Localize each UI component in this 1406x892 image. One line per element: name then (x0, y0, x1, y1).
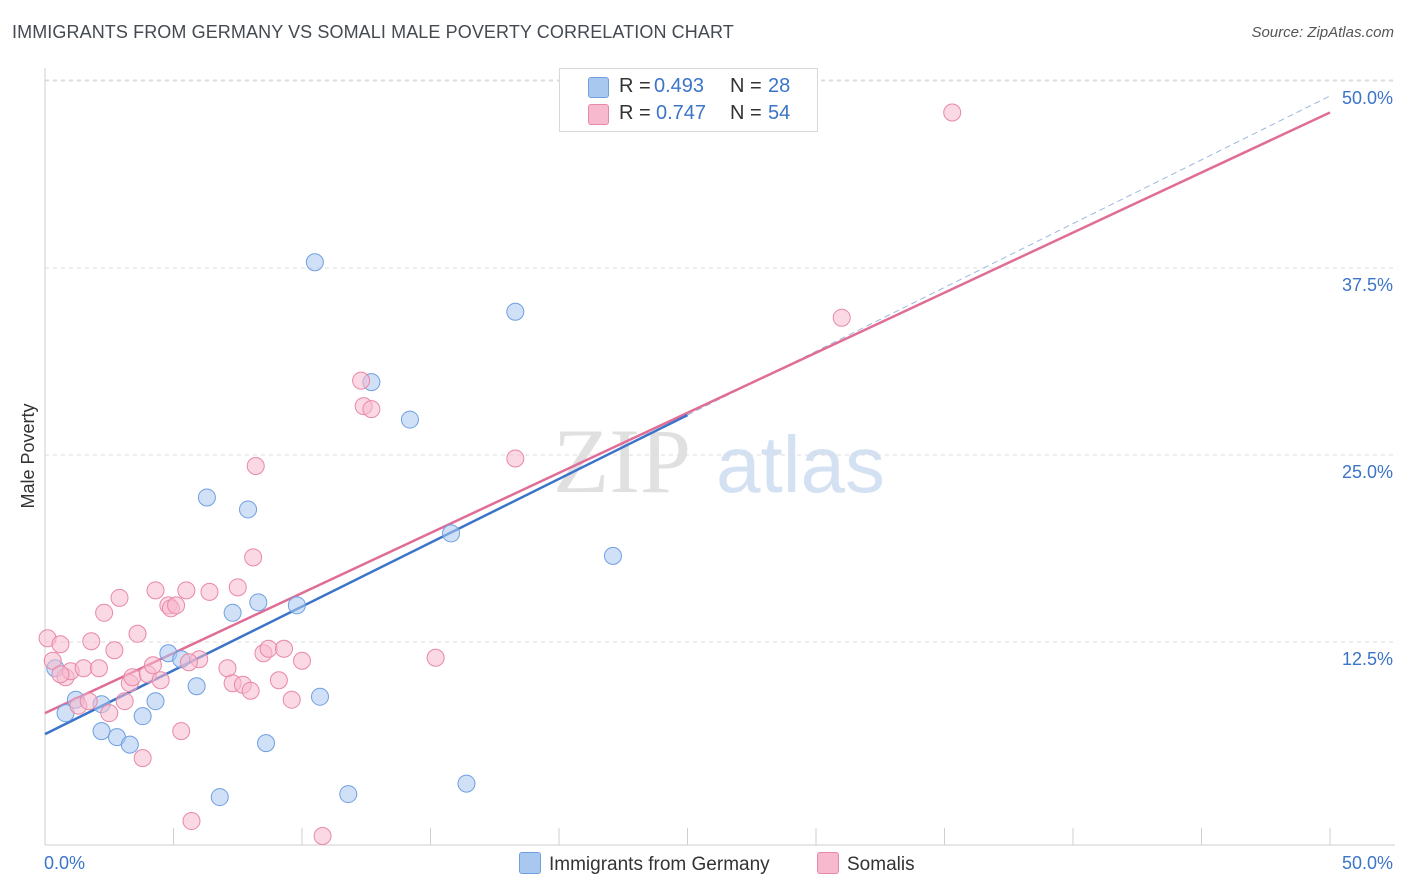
trend-line-somalis (44, 111, 1331, 715)
point-germany (400, 410, 419, 429)
legend-r-label: R = (619, 75, 651, 97)
watermark-zip: ZIP (553, 410, 691, 512)
point-germany (197, 488, 216, 507)
bottom-legend-somalis: Somalis (817, 852, 915, 876)
point-somalis (51, 635, 70, 654)
point-germany (92, 722, 111, 741)
point-germany (187, 677, 206, 696)
point-somalis (228, 578, 247, 597)
point-somalis (105, 641, 124, 660)
y-tick-label: 25.0% (1342, 462, 1393, 482)
point-somalis (177, 581, 196, 600)
point-somalis (269, 671, 288, 690)
point-somalis (151, 671, 170, 690)
point-germany (223, 603, 242, 622)
point-somalis (218, 659, 237, 678)
point-somalis (943, 103, 962, 122)
point-germany (257, 734, 276, 753)
x-tick-label-min: 0.0% (44, 853, 85, 873)
legend-n-label: N = (730, 102, 762, 124)
point-germany (603, 546, 622, 565)
point-germany (133, 707, 152, 726)
point-germany (210, 788, 229, 807)
bottom-legend-label-germany: Immigrants from Germany (549, 854, 770, 875)
point-somalis (133, 749, 152, 768)
point-germany (442, 524, 461, 543)
legend-swatch-somalis (588, 104, 609, 125)
point-somalis (182, 812, 201, 831)
point-somalis (241, 681, 260, 700)
point-germany (310, 687, 329, 706)
bottom-legend-label-somalis: Somalis (847, 854, 915, 875)
y-tick-label: 12.5% (1342, 649, 1393, 669)
point-somalis (275, 639, 294, 658)
y-axis-label: Male Poverty (18, 403, 38, 508)
point-somalis (246, 457, 265, 476)
point-somalis (282, 690, 301, 709)
point-germany (146, 692, 165, 711)
point-somalis (200, 582, 219, 601)
legend-n-value-somalis: 54 (768, 102, 791, 124)
chart-title: IMMIGRANTS FROM GERMANY VS SOMALI MALE P… (12, 22, 734, 42)
point-somalis (51, 665, 70, 684)
y-tick-label: 50.0% (1342, 88, 1393, 108)
point-somalis (89, 659, 108, 678)
point-somalis (293, 651, 311, 670)
legend-n-label: N = (730, 75, 762, 97)
point-somalis (244, 548, 263, 567)
legend-swatch-germany (588, 77, 609, 98)
point-somalis (259, 639, 278, 658)
legend-n-value-germany: 28 (768, 75, 791, 97)
point-germany (249, 593, 268, 612)
data-points (38, 103, 962, 846)
point-somalis (95, 603, 114, 622)
point-somalis (362, 400, 381, 419)
point-somalis (506, 449, 525, 468)
point-somalis (146, 581, 165, 600)
axes (44, 68, 1395, 846)
point-somalis (82, 632, 101, 651)
point-germany (120, 735, 139, 754)
point-germany (339, 785, 358, 804)
point-somalis (43, 651, 62, 670)
y-tick-label: 37.5% (1342, 275, 1393, 295)
watermark-atlas: atlas (716, 420, 885, 509)
point-somalis (128, 624, 147, 643)
point-somalis (143, 656, 162, 675)
point-germany (457, 774, 476, 793)
point-somalis (110, 588, 129, 607)
point-somalis (172, 722, 191, 741)
point-somalis (352, 371, 371, 390)
point-somalis (74, 659, 93, 678)
point-somalis (123, 668, 142, 687)
bottom-legend-swatch-somalis (817, 852, 839, 874)
point-germany (239, 500, 258, 519)
point-germany (305, 253, 324, 272)
correlation-legend: R = 0.493 N = 28 R = 0.747 N = 54 (559, 68, 818, 132)
point-germany (506, 302, 525, 321)
point-somalis (115, 692, 134, 711)
point-somalis (100, 704, 119, 723)
source-label: Source: ZipAtlas.com (1251, 24, 1394, 41)
bottom-legend-germany: Immigrants from Germany (519, 852, 770, 876)
legend-r-label: R = (619, 102, 651, 124)
bottom-legend-swatch-germany (519, 852, 541, 874)
trend-lines (44, 95, 1331, 736)
point-somalis (832, 308, 851, 327)
legend-r-value-germany: 0.493 (654, 75, 705, 97)
point-somalis (426, 648, 445, 667)
point-somalis (167, 596, 186, 615)
legend-r-value-somalis: 0.747 (656, 102, 707, 124)
point-somalis (79, 692, 98, 711)
point-somalis (179, 653, 198, 672)
trend-line-germany (44, 413, 689, 736)
x-tick-label-max: 50.0% (1342, 853, 1393, 873)
axis-labels: 12.5% 25.0% 37.5% 50.0% 0.0% 50.0% (44, 88, 1393, 873)
point-germany (287, 596, 306, 615)
point-somalis (313, 827, 332, 846)
